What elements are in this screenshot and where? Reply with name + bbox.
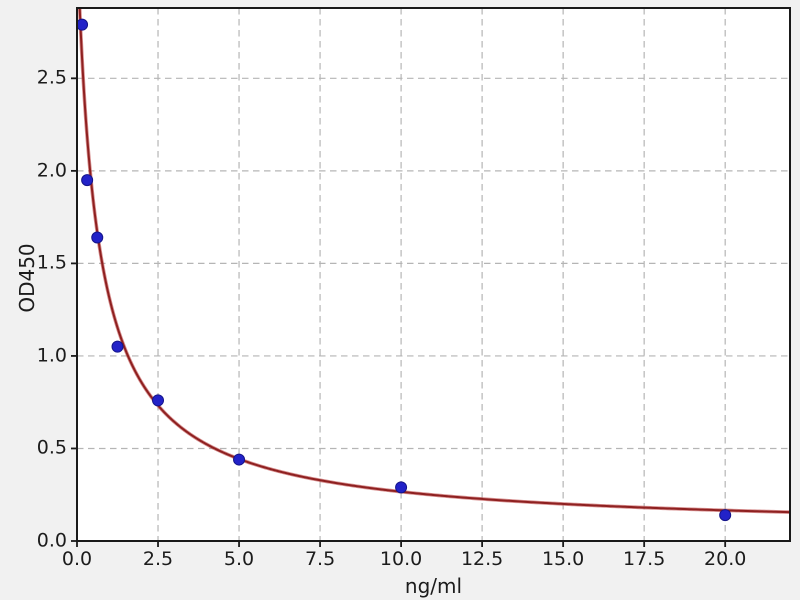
- data-point: [719, 509, 732, 522]
- y-tick-label: 0.5: [36, 436, 67, 459]
- x-tick-label: 10.0: [379, 548, 423, 570]
- x-tick-label: 0.0: [61, 548, 93, 570]
- data-point: [76, 18, 89, 31]
- plot-area: [77, 8, 790, 541]
- y-tick-label: 2.5: [36, 66, 67, 89]
- x-tick-label: 5.0: [223, 548, 255, 570]
- y-tick-label: 1.0: [36, 344, 67, 367]
- data-point: [111, 340, 124, 353]
- data-point: [395, 481, 408, 494]
- axes-spines: [76, 7, 791, 542]
- y-tick-label: 1.5: [36, 251, 67, 274]
- data-point: [233, 453, 246, 466]
- x-tick-label: 7.5: [304, 548, 336, 570]
- x-tick-label: 20.0: [704, 548, 747, 570]
- data-point: [152, 394, 165, 407]
- y-tick-label: 0.0: [36, 529, 67, 552]
- x-tick-label: 2.5: [142, 548, 174, 570]
- x-tick-label: 17.5: [623, 548, 666, 570]
- fit-curve: [78, 8, 790, 514]
- y-axis-label: OD450: [15, 242, 39, 313]
- x-axis-label: ng/ml: [404, 574, 463, 598]
- x-tick-label: 15.0: [541, 548, 585, 570]
- data-point: [81, 174, 94, 187]
- y-tick-label: 2.0: [36, 159, 67, 182]
- x-tick-label: 12.5: [460, 548, 504, 570]
- data-point: [91, 231, 104, 244]
